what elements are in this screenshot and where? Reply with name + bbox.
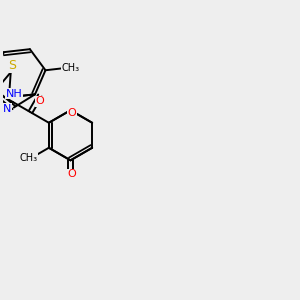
Text: O: O [36,96,44,106]
Text: NH: NH [6,89,22,99]
Text: CH₃: CH₃ [19,153,38,163]
Text: O: O [68,108,76,118]
Text: N: N [3,104,11,114]
Text: CH₃: CH₃ [62,63,80,74]
Text: S: S [8,59,16,72]
Text: O: O [68,169,76,179]
